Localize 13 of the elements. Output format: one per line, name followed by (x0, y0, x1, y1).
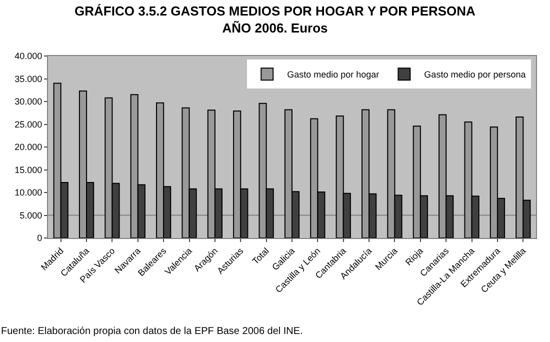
y-tick-label: 10.000 (14, 188, 42, 198)
legend-label: Gasto medio por persona (424, 70, 526, 80)
y-tick-label: 0 (37, 233, 42, 244)
y-tick-label: 5.000 (20, 210, 42, 220)
y-tick-label: 30.000 (14, 96, 42, 107)
source-note: Fuente: Elaboración propia con datos de la EPF Base 2006 del INE. (1, 326, 303, 337)
y-tick-label: 20.000 (14, 142, 42, 152)
y-tick-label: 40.000 (14, 51, 42, 62)
legend-label: Gasto medio por hogar (287, 70, 380, 80)
y-tick-label: 15.000 (14, 164, 42, 175)
y-tick-label: 35.000 (14, 74, 42, 84)
y-tick-label: 25.000 (14, 119, 42, 130)
chart-title: GRÁFICO 3.5.2 GASTOS MEDIOS POR HOGAR Y POR PERSONA AÑO 2006. Euros (74, 3, 476, 36)
